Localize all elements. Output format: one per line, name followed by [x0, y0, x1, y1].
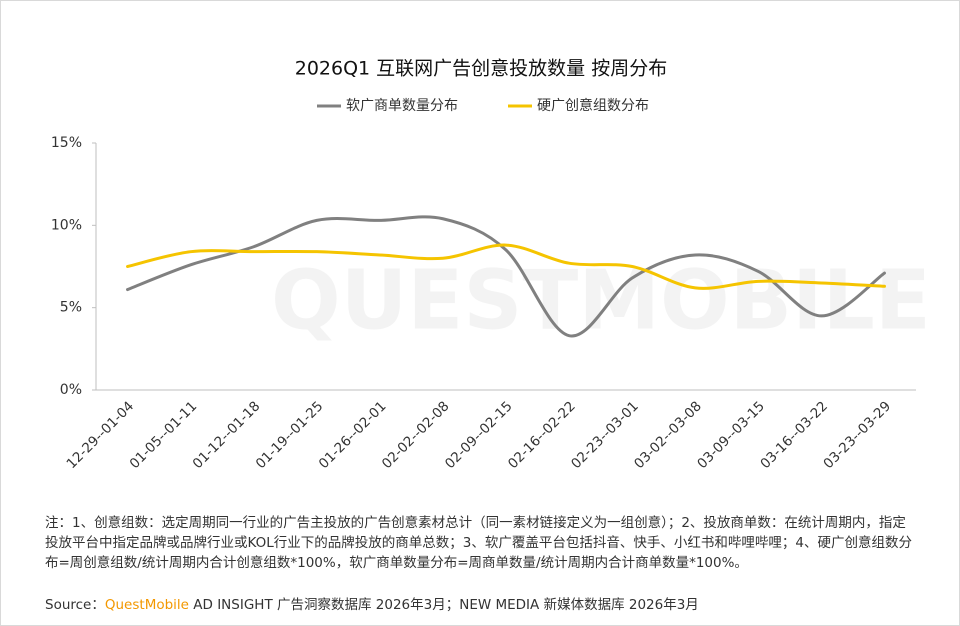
watermark: QUESTMOBILE: [271, 253, 931, 348]
legend-label: 软广商单数量分布: [346, 98, 458, 114]
y-tick-label: 0%: [60, 382, 82, 398]
source-label: Source：: [45, 597, 105, 613]
source-text: AD INSIGHT 广告洞察数据库 2026年3月；NEW MEDIA 新媒体…: [188, 597, 699, 613]
y-tick-label: 15%: [51, 135, 82, 151]
source-brand: QuestMobile: [104, 597, 189, 613]
x-tick-label: 03-23--03-29: [820, 398, 894, 472]
line: [126, 215, 886, 338]
y-tick-label: 10%: [51, 217, 82, 233]
source: Source：QuestMobile AD INSIGHT 广告洞察数据库 20…: [45, 593, 699, 613]
line: [126, 243, 886, 290]
note: 注：1、创意组数：选定周期同一行业的广告主投放的广告创意素材总计（同一素材链接定…: [45, 515, 912, 571]
chart: 2026Q1 互联网广告创意投放数量 按周分布 QUESTMOBILE 0% 5%…: [51, 58, 931, 473]
legend-label: 硬广创意组数分布: [537, 97, 649, 114]
y-tick-label: 5%: [60, 300, 82, 316]
chart-title: 2026Q1 互联网广告创意投放数量 按周分布: [295, 58, 667, 80]
